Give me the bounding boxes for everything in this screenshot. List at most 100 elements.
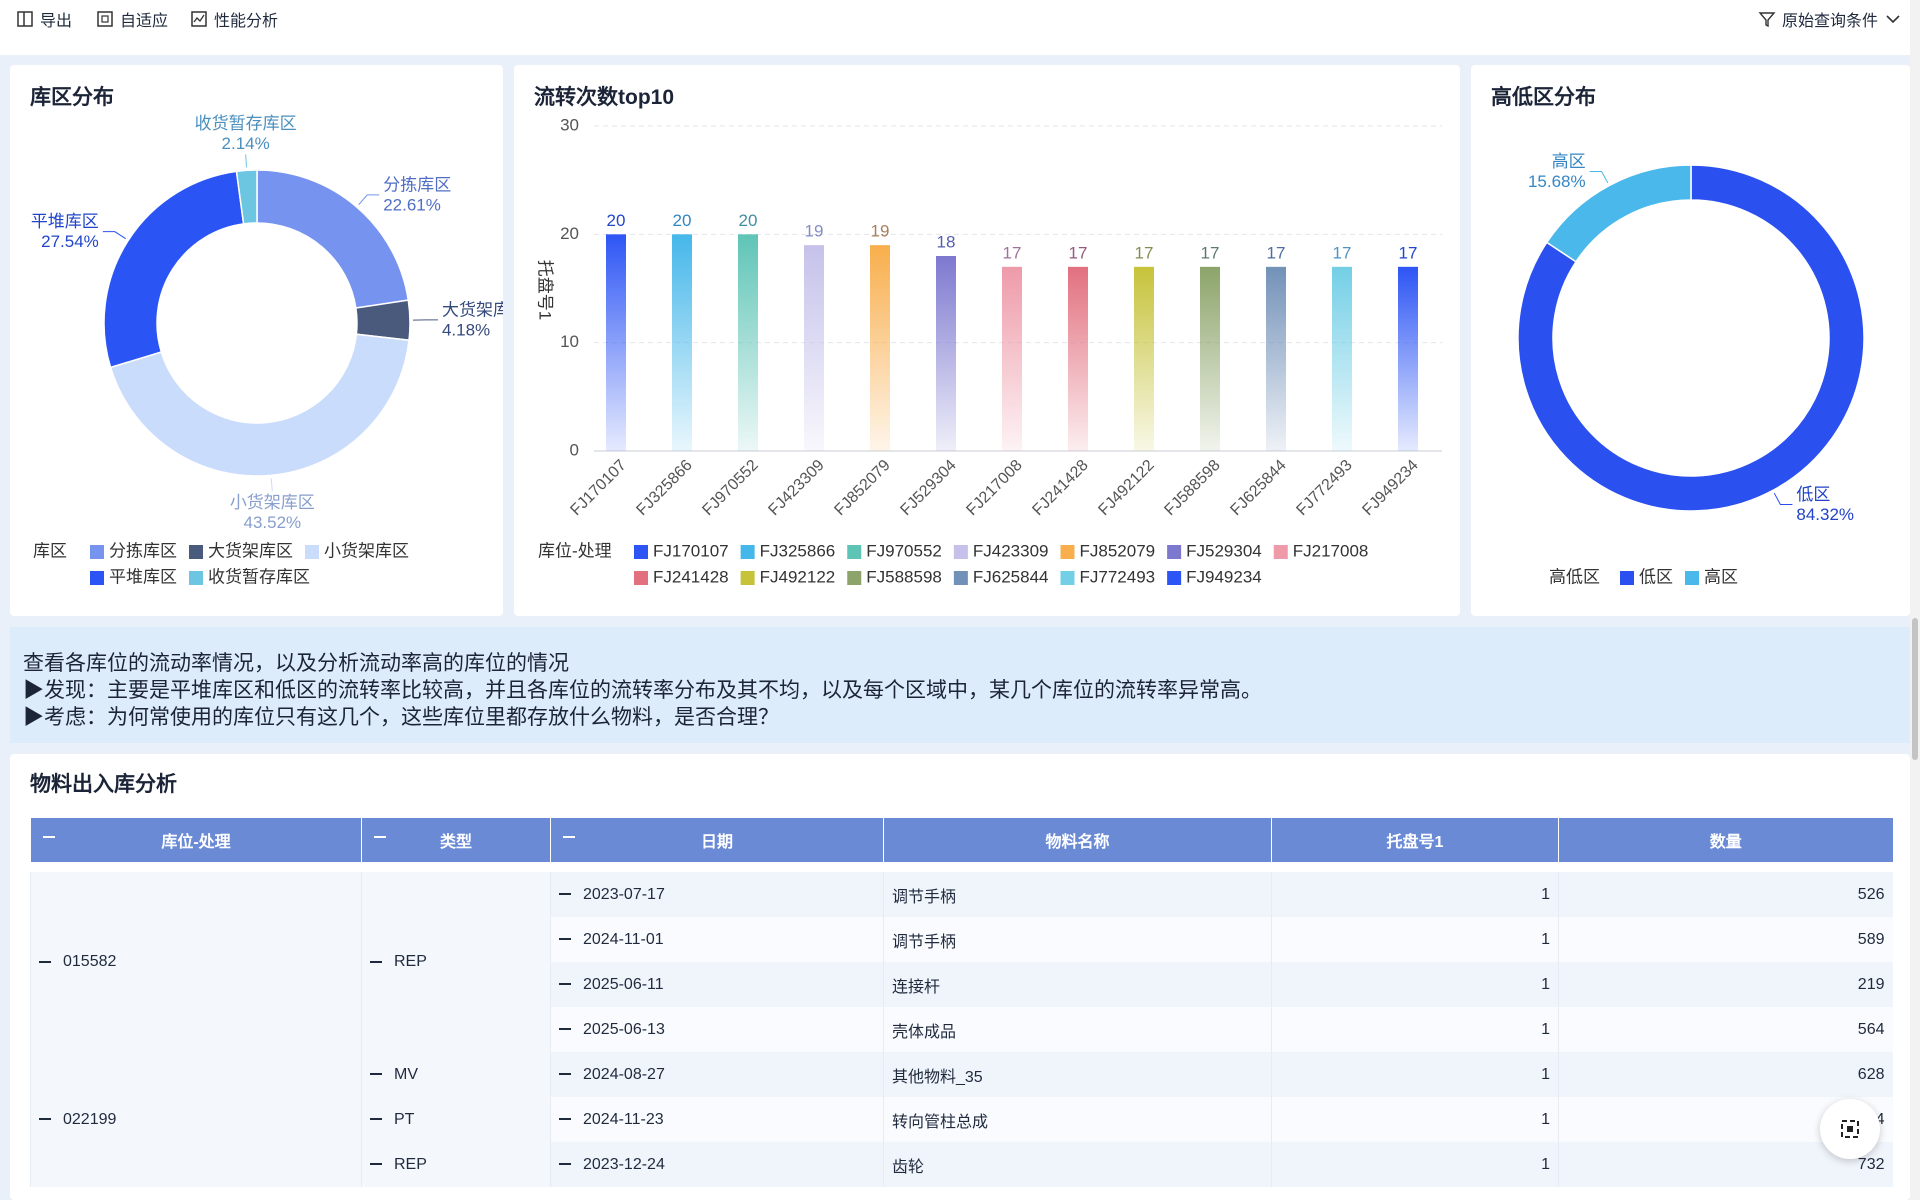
- value-label: 20: [739, 211, 758, 230]
- column-header: 托盘号1: [1271, 818, 1559, 872]
- legend-swatch: [953, 545, 968, 559]
- legend-title: 高低区: [1549, 567, 1600, 586]
- pallet-cell: 1: [1271, 1142, 1559, 1187]
- type-label: REP: [394, 953, 427, 970]
- pallet-cell: 1: [1271, 917, 1559, 962]
- perf-label: 性能分析: [214, 13, 279, 30]
- legend-label: FJ241428: [653, 567, 729, 586]
- slice-value-label: 2.14%: [222, 134, 270, 153]
- bar: [1266, 266, 1286, 451]
- location-cell: 022199: [30, 1052, 362, 1187]
- type-label: MV: [394, 1065, 418, 1083]
- slice-label: 平堆库区: [31, 212, 99, 231]
- toolbar: 导出 自适应 性能分析 原始查询条件: [0, 0, 1910, 55]
- value-label: 19: [805, 222, 824, 241]
- legend-swatch: [634, 545, 648, 559]
- chart-title: 流转次数top10: [534, 86, 675, 109]
- date-label: 2023-07-17: [583, 885, 665, 903]
- chart: 0 10 20 30 托盘号1 20 FJ170107 20 FJ325866 20 FJ97055…: [536, 115, 1442, 586]
- legend-label: 平堆库区: [109, 567, 177, 586]
- name-cell: 齿轮: [883, 1142, 1272, 1187]
- legend-label: 高区: [1704, 567, 1738, 586]
- x-tick-label: FJ325866: [633, 457, 695, 519]
- export-label: 导出: [40, 13, 73, 30]
- export-button[interactable]: 导出: [16, 8, 72, 30]
- legend-swatch: [305, 545, 319, 559]
- pie-slice: [355, 299, 411, 342]
- legend-label: FJ423309: [973, 541, 1049, 560]
- qty-cell: 526: [1558, 867, 1893, 917]
- column-header: 日期: [550, 818, 884, 872]
- value-label: 20: [607, 211, 626, 230]
- float-button[interactable]: [1820, 1099, 1880, 1159]
- fit-label: 自适应: [120, 13, 169, 30]
- legend-swatch: [634, 571, 648, 585]
- pie-slice: [235, 169, 258, 225]
- legend-swatch: [953, 571, 968, 585]
- legend-swatch: [740, 571, 755, 585]
- name-cell: 调节手柄: [883, 867, 1272, 917]
- scrollbar[interactable]: [1910, 0, 1920, 1200]
- x-tick-label: FJ772493: [1293, 457, 1355, 519]
- legend-swatch: [90, 571, 104, 585]
- fit-icon: [97, 11, 113, 27]
- legend-swatch: [1685, 571, 1699, 585]
- column-header-label: 托盘号1: [1386, 834, 1444, 851]
- legend-label: FJ625844: [973, 567, 1049, 586]
- legend-label: 大货架库区: [208, 541, 293, 560]
- slice-value-label: 15.68%: [1528, 172, 1586, 191]
- note-line: ▶考虑：为何常使用的库位只有这几个，这些库位里都存放什么物料，是否合理？: [23, 706, 779, 729]
- export-icon: [17, 11, 33, 27]
- x-tick-label: FJ625844: [1227, 457, 1289, 519]
- fit-button[interactable]: 自适应: [96, 8, 168, 30]
- column-header-label: 库位-处理: [161, 834, 231, 851]
- date-label: 2024-11-01: [583, 930, 664, 948]
- table-card: 物料出入库分析 库位-处理 类型 日期 物料名称 托盘号1 数量 015582 REP 202…: [10, 754, 1910, 1200]
- collapse-icon: [370, 960, 382, 963]
- legend-title: 库区: [33, 541, 67, 560]
- slice-label: 收货暂存库区: [195, 114, 297, 133]
- bar: [672, 234, 692, 451]
- slice-value-label: 84.32%: [1796, 505, 1854, 524]
- bar: [738, 234, 758, 451]
- y-axis-title: 托盘号1: [536, 260, 555, 320]
- bar: [1068, 266, 1088, 451]
- scroll-thumb[interactable]: [1912, 618, 1918, 760]
- perf-button[interactable]: 性能分析: [190, 8, 278, 30]
- leader-line: [102, 231, 127, 240]
- name-cell: 转向管柱总成: [883, 1097, 1272, 1142]
- qty-cell: 564: [1558, 1007, 1893, 1052]
- leader-line: [358, 194, 380, 206]
- name-cell: 其他物料_35: [883, 1052, 1272, 1097]
- collapse-icon: [39, 1118, 51, 1121]
- slice-value-label: 27.54%: [41, 232, 99, 251]
- float-icon: [1841, 1120, 1859, 1138]
- column-header-label: 类型: [439, 834, 472, 851]
- legend-swatch: [847, 571, 862, 585]
- x-tick-label: FJ949234: [1359, 457, 1421, 519]
- pie-slice: [1517, 164, 1865, 512]
- legend-title: 库位-处理: [538, 541, 612, 560]
- leader-line: [1589, 170, 1609, 184]
- table-row: 2024-11-01 调节手柄 1 589: [31, 917, 1893, 962]
- y-tick-label: 10: [560, 332, 579, 351]
- pallet-cell: 1: [1271, 1052, 1559, 1097]
- date-label: 2024-08-27: [583, 1065, 665, 1083]
- x-tick-label: FJ423309: [765, 457, 827, 519]
- column-header: 物料名称: [883, 818, 1272, 872]
- y-tick-label: 0: [570, 440, 579, 459]
- date-cell: 2023-07-17: [550, 867, 884, 917]
- slice-value-label: 43.52%: [243, 513, 301, 532]
- date-label: 2025-06-11: [583, 975, 664, 993]
- filter-button[interactable]: 原始查询条件: [1758, 8, 1902, 30]
- date-label: 2025-06-13: [583, 1020, 665, 1038]
- legend-label: FJ492122: [760, 567, 836, 586]
- legend-label: FJ217008: [1293, 541, 1369, 560]
- qty-cell: 219: [1558, 962, 1893, 1007]
- chevron-icon: [1886, 15, 1900, 24]
- value-label: 17: [1267, 243, 1286, 262]
- slice-value-label: 4.18%: [442, 320, 490, 339]
- legend-swatch: [740, 545, 755, 559]
- slice-value-label: 22.61%: [383, 195, 441, 214]
